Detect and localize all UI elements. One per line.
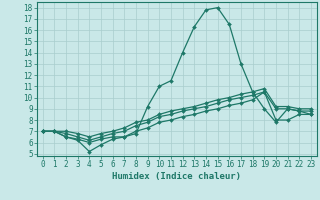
X-axis label: Humidex (Indice chaleur): Humidex (Indice chaleur) [112, 172, 241, 181]
